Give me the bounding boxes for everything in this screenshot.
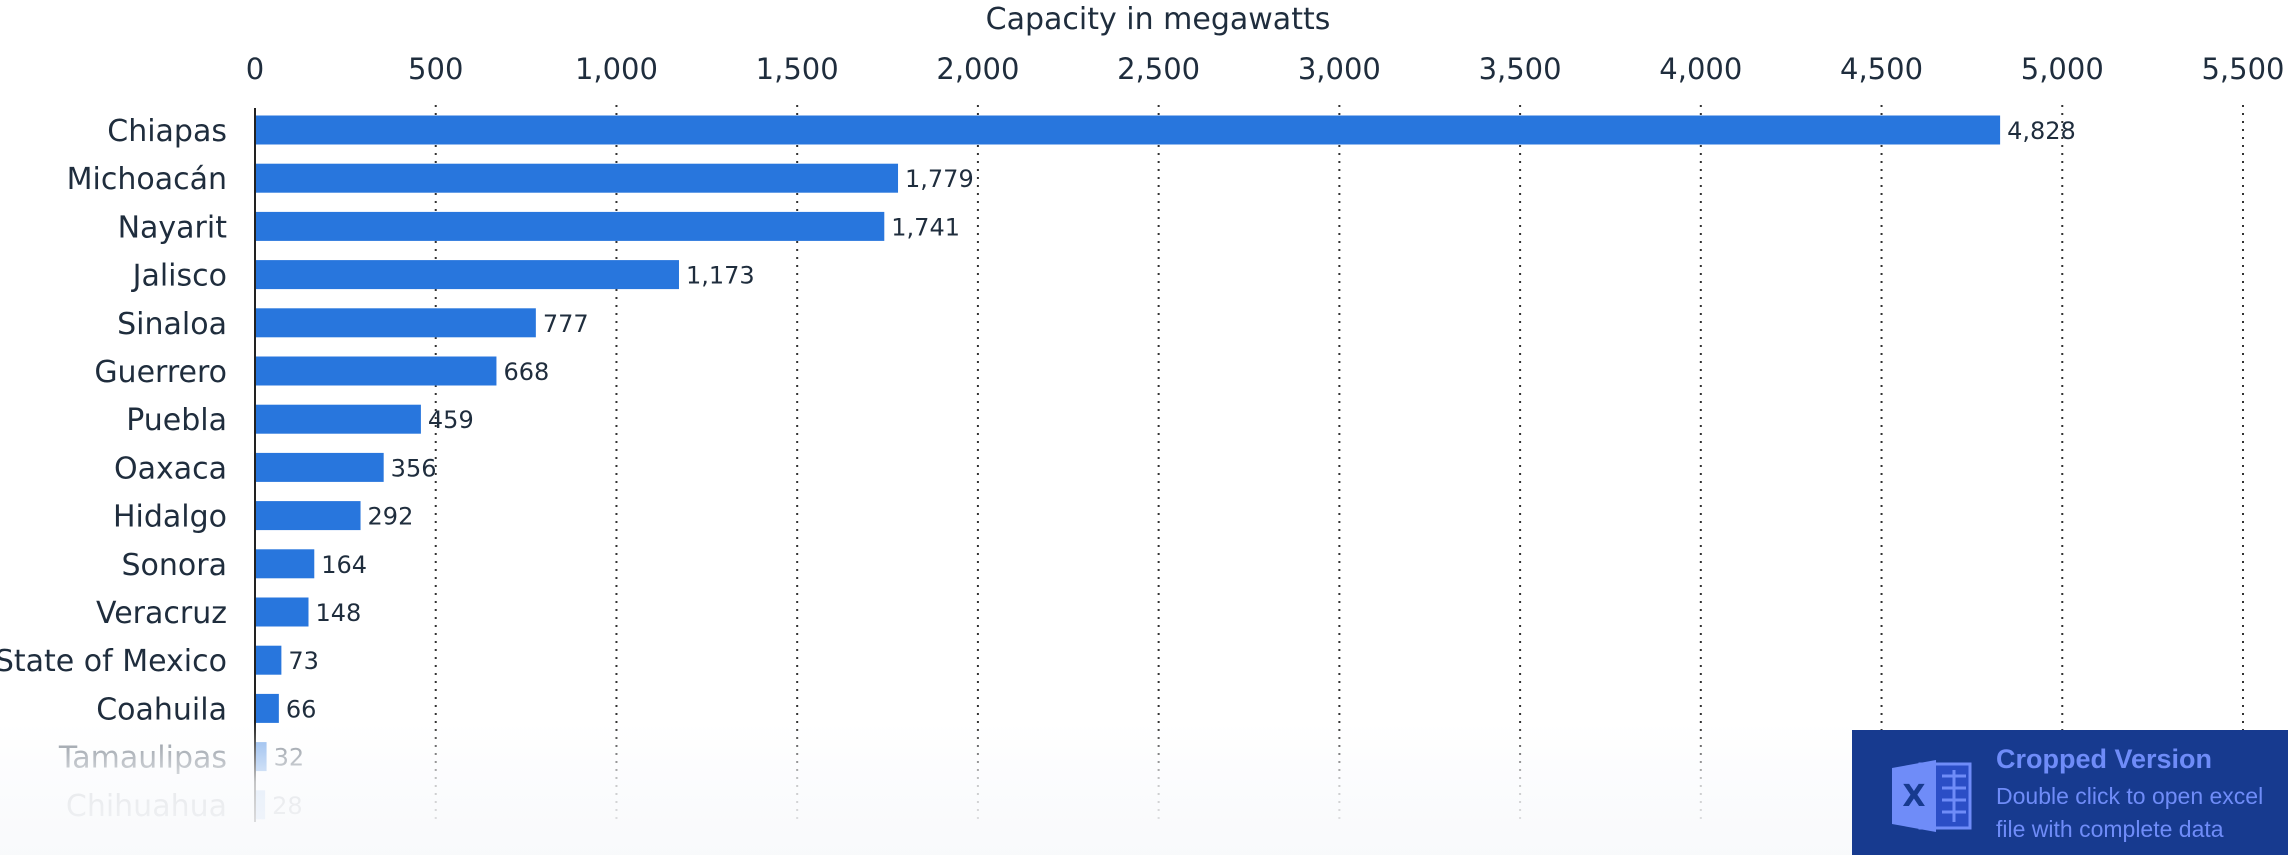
category-label: Chihuahua: [66, 789, 227, 824]
bar: [255, 501, 361, 531]
category-labels: Chiapas 4,828 Michoacán 1,779 Nayarit 1,741 Ja…: [0, 114, 2076, 824]
x-tick-label: 4,000: [1659, 52, 1742, 86]
bar: [255, 356, 497, 386]
bars: [255, 115, 2001, 820]
data-label: 777: [543, 310, 589, 338]
data-label: 28: [272, 792, 303, 820]
data-label: 66: [286, 695, 317, 723]
category-label: Hidalgo: [113, 500, 227, 535]
x-axis-ticks: 0 500 1,000 1,500 2,000 2,500 3,000 3,500 4,000 4…: [246, 52, 2285, 86]
x-tick-label: 0: [246, 52, 264, 86]
x-tick-label: 500: [408, 52, 463, 86]
bar: [255, 115, 2001, 145]
bar: [255, 260, 679, 290]
excel-download-banner[interactable]: X Cropped Version Double click to open e…: [1852, 730, 2288, 855]
data-label: 32: [274, 744, 305, 772]
category-label: Jalisco: [131, 259, 227, 294]
x-tick-label: 3,000: [1298, 52, 1381, 86]
bar: [255, 452, 384, 482]
data-label: 73: [288, 647, 319, 675]
data-label: 356: [391, 454, 437, 482]
category-label: Puebla: [126, 403, 227, 438]
svg-text:X: X: [1902, 779, 1925, 814]
overlay-text-line2: file with complete data: [1996, 816, 2224, 842]
bar: [255, 597, 309, 627]
x-tick-label: 2,000: [936, 52, 1019, 86]
bar: [255, 549, 315, 579]
data-label: 668: [503, 358, 549, 386]
data-label: 459: [428, 406, 474, 434]
category-label: Sonora: [122, 548, 227, 583]
x-tick-label: 3,500: [1479, 52, 1562, 86]
data-label: 148: [315, 599, 361, 627]
x-tick-label: 2,500: [1117, 52, 1200, 86]
x-tick-label: 1,000: [575, 52, 658, 86]
category-label: State of Mexico: [0, 644, 227, 679]
data-label: 4,828: [2007, 117, 2076, 145]
category-label: Oaxaca: [114, 451, 227, 486]
category-label: Veracruz: [96, 596, 227, 631]
bar: [255, 211, 885, 241]
x-tick-label: 5,000: [2021, 52, 2104, 86]
category-label: Sinaloa: [117, 307, 227, 342]
category-label: Michoacán: [67, 162, 227, 197]
data-label: 292: [368, 503, 414, 531]
x-tick-label: 5,500: [2201, 52, 2284, 86]
bar: [255, 163, 899, 193]
overlay-title: Cropped Version: [1996, 744, 2213, 774]
data-label: 164: [321, 551, 367, 579]
x-tick-label: 4,500: [1840, 52, 1923, 86]
category-label: Tamaulipas: [58, 741, 227, 776]
category-label: Nayarit: [118, 210, 228, 245]
bar: [255, 790, 266, 820]
category-label: Coahuila: [96, 692, 227, 727]
bar: [255, 742, 267, 772]
x-tick-label: 1,500: [756, 52, 839, 86]
bar: [255, 308, 536, 338]
x-axis-title: Capacity in megawatts: [986, 2, 1331, 37]
category-label: Chiapas: [107, 114, 227, 149]
data-label: 1,741: [891, 213, 960, 241]
data-label: 1,173: [686, 262, 755, 290]
bar: [255, 693, 279, 723]
bar: [255, 404, 421, 434]
category-label: Guerrero: [94, 355, 227, 390]
overlay-text-line1: Double click to open excel: [1996, 783, 2264, 809]
bar: [255, 645, 282, 675]
data-label: 1,779: [905, 165, 974, 193]
excel-icon: X: [1892, 760, 1972, 832]
